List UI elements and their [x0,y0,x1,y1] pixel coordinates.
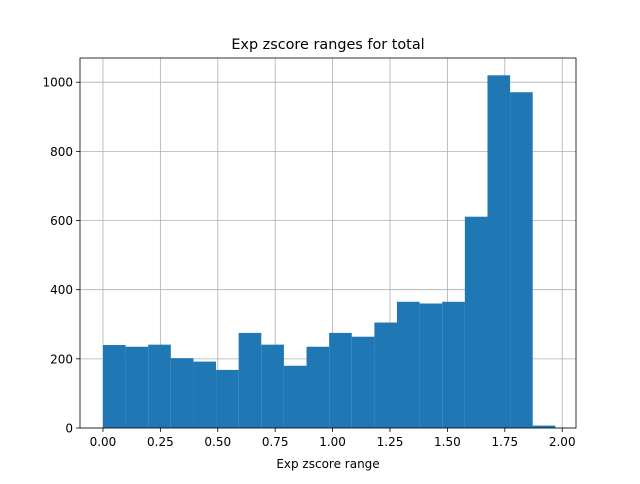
y-tick-label: 400 [50,283,73,297]
y-tick-label: 1000 [42,76,73,90]
x-axis-label: Exp zscore range [276,457,379,471]
x-tick-label: 0.50 [204,435,231,449]
histogram-bar [148,344,171,428]
x-tick-label: 1.25 [377,435,404,449]
x-tick-label: 1.75 [491,435,518,449]
axes-frame [79,57,577,429]
histogram-bar [510,92,533,428]
histogram-bar [238,332,262,428]
histogram-bar [170,358,194,428]
histogram-bar [487,75,511,428]
histogram-bar [306,346,330,428]
x-tick-label: 1.00 [319,435,346,449]
plot-frame [79,57,577,429]
histogram-bar [216,369,239,428]
histogram-bar [374,322,398,428]
x-tick-label: 0.00 [90,435,117,449]
histogram-bars [102,75,556,428]
histogram-bar [397,301,420,428]
histogram-bar [329,332,352,428]
histogram-bar [351,336,375,428]
histogram-bar [532,425,556,428]
histogram-bar [125,346,149,428]
y-tick-label: 200 [50,352,73,366]
histogram-bar [193,361,217,428]
y-tick-label: 800 [50,145,73,159]
histogram-bar [419,303,443,428]
x-tick-label: 0.75 [262,435,289,449]
x-tick-label: 1.50 [434,435,461,449]
histogram-bar [102,345,126,428]
tick-marks: 0.00 0.25 0.50 0.75 1.00 1.25 1.50 1.75 2.00 0 200… [42,76,575,449]
x-tick-label: 2.00 [549,435,576,449]
y-tick-label: 0 [65,422,73,436]
chart-title: Exp zscore ranges for total [231,37,424,53]
x-tick-label: 0.25 [147,435,174,449]
histogram-bar [442,301,465,428]
y-tick-label: 600 [50,214,73,228]
histogram-bar [283,365,307,428]
histogram-bar [261,344,284,428]
histogram-bar [464,216,488,428]
